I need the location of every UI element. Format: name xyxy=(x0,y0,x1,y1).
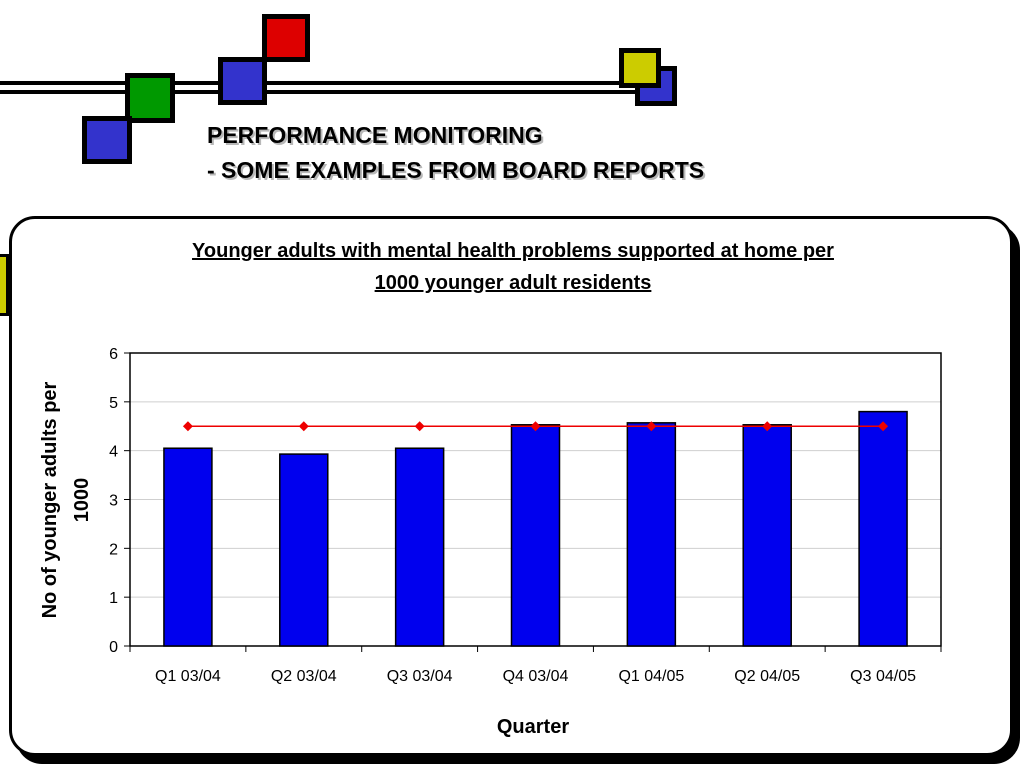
y-tick-label: 4 xyxy=(109,444,118,461)
bar xyxy=(394,447,445,647)
bar xyxy=(742,424,792,647)
target-marker xyxy=(878,421,889,432)
chart-title-line-2: 1000 younger adult residents xyxy=(375,272,652,294)
target-marker xyxy=(646,421,657,432)
page-title-line-1: PERFORMANCE MONITORING xyxy=(207,122,543,148)
y-axis-label-line-2: 1000 xyxy=(71,478,93,523)
x-tick-label: Q3 03/04 xyxy=(387,668,453,685)
green-square-icon xyxy=(125,73,175,123)
target-marker xyxy=(182,421,193,432)
x-tick-label: Q1 03/04 xyxy=(155,668,221,685)
x-tick-label: Q2 03/04 xyxy=(271,668,337,685)
plot-area: 0 1 2 3 4 5 6 Q1 03/04 Q2 03/04 Q3 03/04 Q4 03/04 Q… xyxy=(109,346,942,685)
bar xyxy=(626,422,677,647)
x-tick-label: Q3 04/05 xyxy=(850,668,916,685)
x-tick-label: Q2 04/05 xyxy=(734,668,800,685)
y-axis-label-line-1: No of younger adults per xyxy=(39,381,61,618)
target-marker xyxy=(298,421,309,432)
header-rail xyxy=(0,81,668,95)
target-marker xyxy=(530,421,541,432)
chart-title-line-1: Younger adults with mental health proble… xyxy=(192,240,834,262)
x-axis-label: Quarter xyxy=(497,716,569,738)
x-tick-label: Q4 03/04 xyxy=(503,668,569,685)
x-tick-label: Q1 04/05 xyxy=(618,668,684,685)
y-tick-label: 6 xyxy=(109,346,118,363)
page-title: PERFORMANCE MONITORING - SOME EXAMPLES F… xyxy=(207,118,704,188)
target-marker xyxy=(762,421,773,432)
y-tick-label: 1 xyxy=(109,590,118,607)
y-tick-label: 0 xyxy=(109,639,118,656)
y-tick-label: 5 xyxy=(109,395,118,412)
y-tick-label: 2 xyxy=(109,541,118,558)
bar xyxy=(510,424,561,647)
blue-square-icon xyxy=(218,57,267,105)
target-marker xyxy=(414,421,425,432)
left-side-tab xyxy=(0,254,9,316)
blue-square-icon xyxy=(82,116,132,164)
bar xyxy=(163,447,213,647)
page-title-line-2: - SOME EXAMPLES FROM BOARD REPORTS xyxy=(207,157,705,183)
yellow-square-icon xyxy=(619,48,661,88)
bar xyxy=(858,410,908,647)
red-square-icon xyxy=(262,14,310,62)
y-tick-label: 3 xyxy=(109,493,118,510)
bar xyxy=(279,453,329,647)
